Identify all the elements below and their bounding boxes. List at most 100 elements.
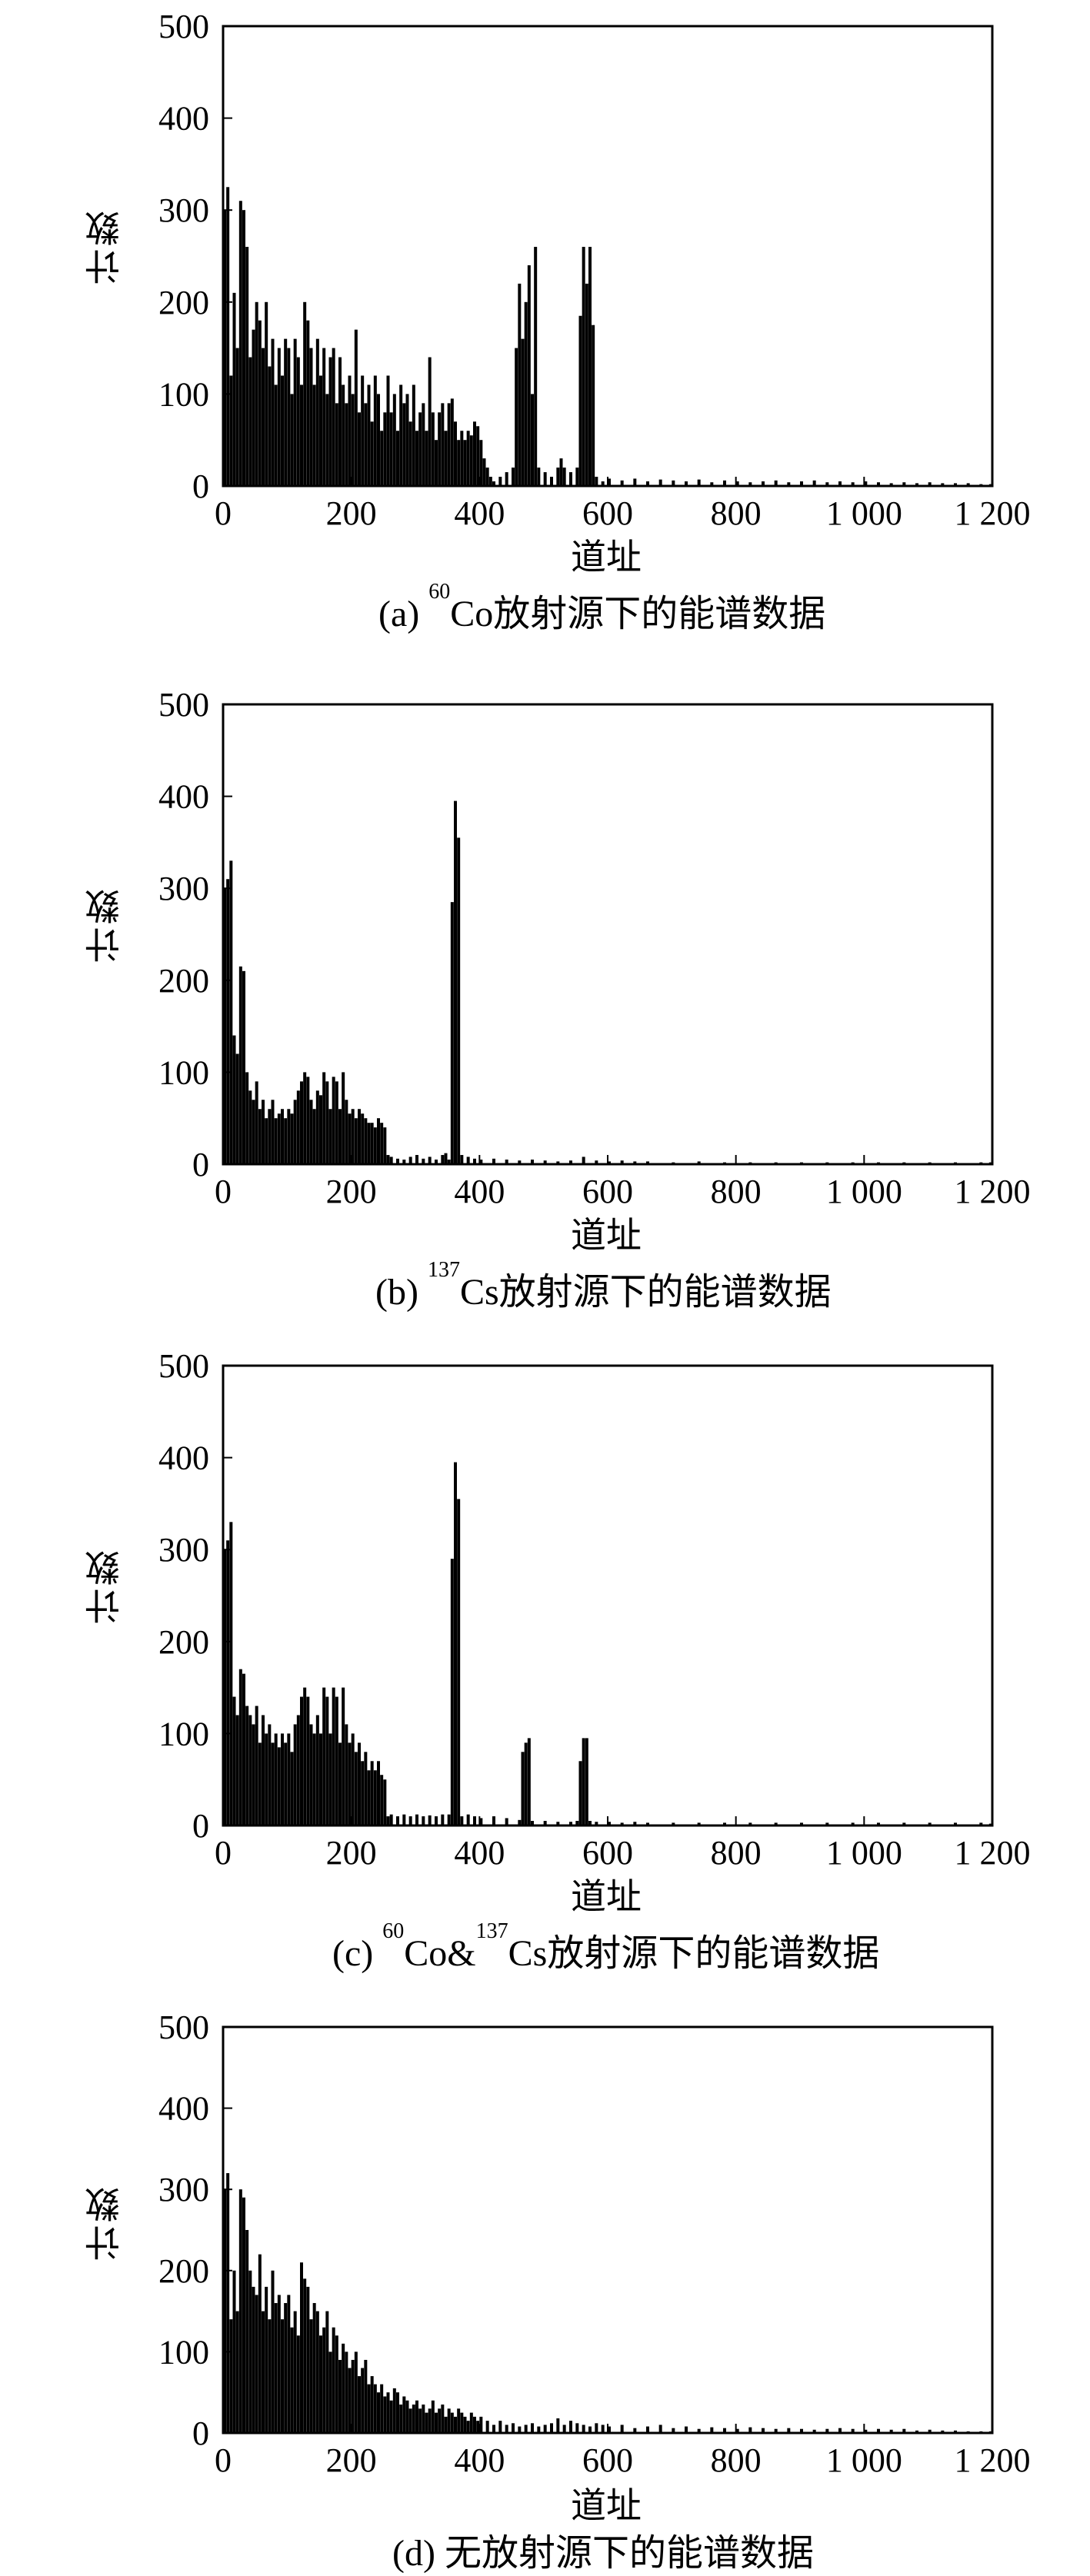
y-tick-label: 500 bbox=[158, 8, 209, 45]
bar bbox=[325, 2311, 329, 2433]
bar bbox=[415, 2400, 418, 2433]
y-tick-label: 100 bbox=[158, 2333, 209, 2371]
bar bbox=[851, 1822, 855, 1825]
bar bbox=[223, 2189, 226, 2433]
bar bbox=[412, 2405, 415, 2433]
bar bbox=[601, 481, 605, 486]
bar bbox=[473, 1158, 476, 1164]
bar bbox=[367, 1123, 371, 1164]
y-axis-title: 计数 bbox=[85, 2184, 125, 2261]
bar bbox=[268, 2319, 272, 2433]
bar bbox=[889, 2429, 893, 2433]
bar bbox=[463, 440, 467, 486]
bar bbox=[402, 403, 406, 486]
bar bbox=[418, 412, 422, 486]
bar bbox=[902, 1822, 906, 1825]
bar bbox=[265, 2286, 268, 2433]
bar bbox=[578, 1761, 582, 1825]
bar bbox=[361, 2368, 365, 2433]
y-tick-label: 500 bbox=[158, 686, 209, 724]
bar bbox=[290, 1113, 294, 1164]
bar bbox=[460, 2412, 464, 2433]
bar bbox=[595, 2423, 598, 2433]
bar bbox=[370, 1761, 374, 1825]
bar bbox=[422, 403, 425, 486]
bar bbox=[748, 482, 752, 486]
bar bbox=[319, 375, 322, 486]
bar bbox=[309, 2319, 313, 2433]
bar bbox=[361, 1761, 365, 1825]
bar bbox=[444, 1153, 448, 1164]
bar bbox=[877, 2428, 880, 2433]
bar bbox=[608, 2426, 611, 2433]
chart-caption: (c) 60Co&137Cs放射源下的能谱数据 bbox=[332, 1919, 879, 1976]
bar bbox=[383, 412, 387, 486]
bar bbox=[277, 2295, 281, 2433]
bar bbox=[345, 1100, 348, 1164]
bar bbox=[252, 1100, 255, 1164]
bar bbox=[902, 2428, 906, 2433]
caption-superscript: 137 bbox=[475, 1919, 508, 1943]
bar bbox=[537, 2426, 541, 2433]
bar bbox=[620, 1160, 624, 1164]
bar bbox=[710, 482, 714, 486]
bar bbox=[450, 398, 454, 486]
bar bbox=[482, 458, 486, 486]
bar bbox=[262, 2311, 265, 2433]
bar bbox=[418, 2408, 422, 2433]
bar bbox=[521, 1752, 525, 1825]
bar bbox=[348, 375, 352, 486]
bar bbox=[335, 1081, 338, 1164]
bar bbox=[242, 210, 245, 486]
bar bbox=[518, 283, 522, 486]
bar bbox=[248, 357, 252, 486]
bar bbox=[262, 1715, 265, 1825]
bar bbox=[556, 2418, 560, 2433]
bar bbox=[300, 2262, 303, 2433]
chart-caption: (d) 无放射源下的能谱数据 bbox=[392, 2522, 814, 2576]
bar bbox=[345, 1724, 348, 1825]
bar bbox=[877, 482, 880, 486]
bar bbox=[229, 1522, 233, 1825]
bar bbox=[386, 2392, 390, 2433]
bar bbox=[498, 2421, 502, 2433]
bar bbox=[438, 412, 442, 486]
bar bbox=[342, 384, 345, 486]
bar bbox=[232, 1696, 236, 1825]
bar bbox=[312, 1109, 316, 1164]
bar bbox=[915, 483, 918, 486]
bar bbox=[229, 860, 233, 1164]
bar bbox=[377, 2392, 380, 2433]
bar bbox=[408, 1157, 412, 1164]
bar bbox=[428, 357, 432, 486]
bar bbox=[281, 1109, 284, 1164]
bar bbox=[274, 384, 278, 486]
x-tick-label: 600 bbox=[582, 1834, 633, 1872]
y-tick-label: 100 bbox=[158, 1715, 209, 1752]
x-tick-label: 0 bbox=[215, 1834, 232, 1872]
bar bbox=[620, 2425, 624, 2433]
x-tick-label: 600 bbox=[582, 494, 633, 532]
chart-b-svg: 0 100 200 300 400 500 0 200 400 600 800 1 000 1 200 bbox=[158, 686, 1031, 1210]
bar bbox=[284, 1742, 288, 1825]
bar bbox=[342, 1072, 345, 1164]
bar bbox=[332, 2327, 335, 2433]
bar bbox=[460, 431, 464, 486]
x-tick-label: 400 bbox=[454, 494, 505, 532]
bar bbox=[290, 1752, 294, 1825]
bar bbox=[524, 301, 528, 486]
bar bbox=[787, 2428, 791, 2433]
bar bbox=[762, 481, 765, 486]
bar bbox=[592, 324, 595, 486]
y-tick-label: 200 bbox=[158, 2252, 209, 2290]
y-tick-label: 200 bbox=[158, 1623, 209, 1661]
caption-prefix: (b) bbox=[375, 1272, 428, 1313]
bar bbox=[454, 2416, 457, 2433]
bar bbox=[447, 403, 451, 486]
bar bbox=[238, 201, 242, 486]
bar bbox=[422, 2405, 425, 2433]
bar bbox=[322, 2327, 326, 2433]
bar bbox=[488, 477, 492, 486]
bar bbox=[408, 421, 412, 486]
bar bbox=[389, 412, 393, 486]
